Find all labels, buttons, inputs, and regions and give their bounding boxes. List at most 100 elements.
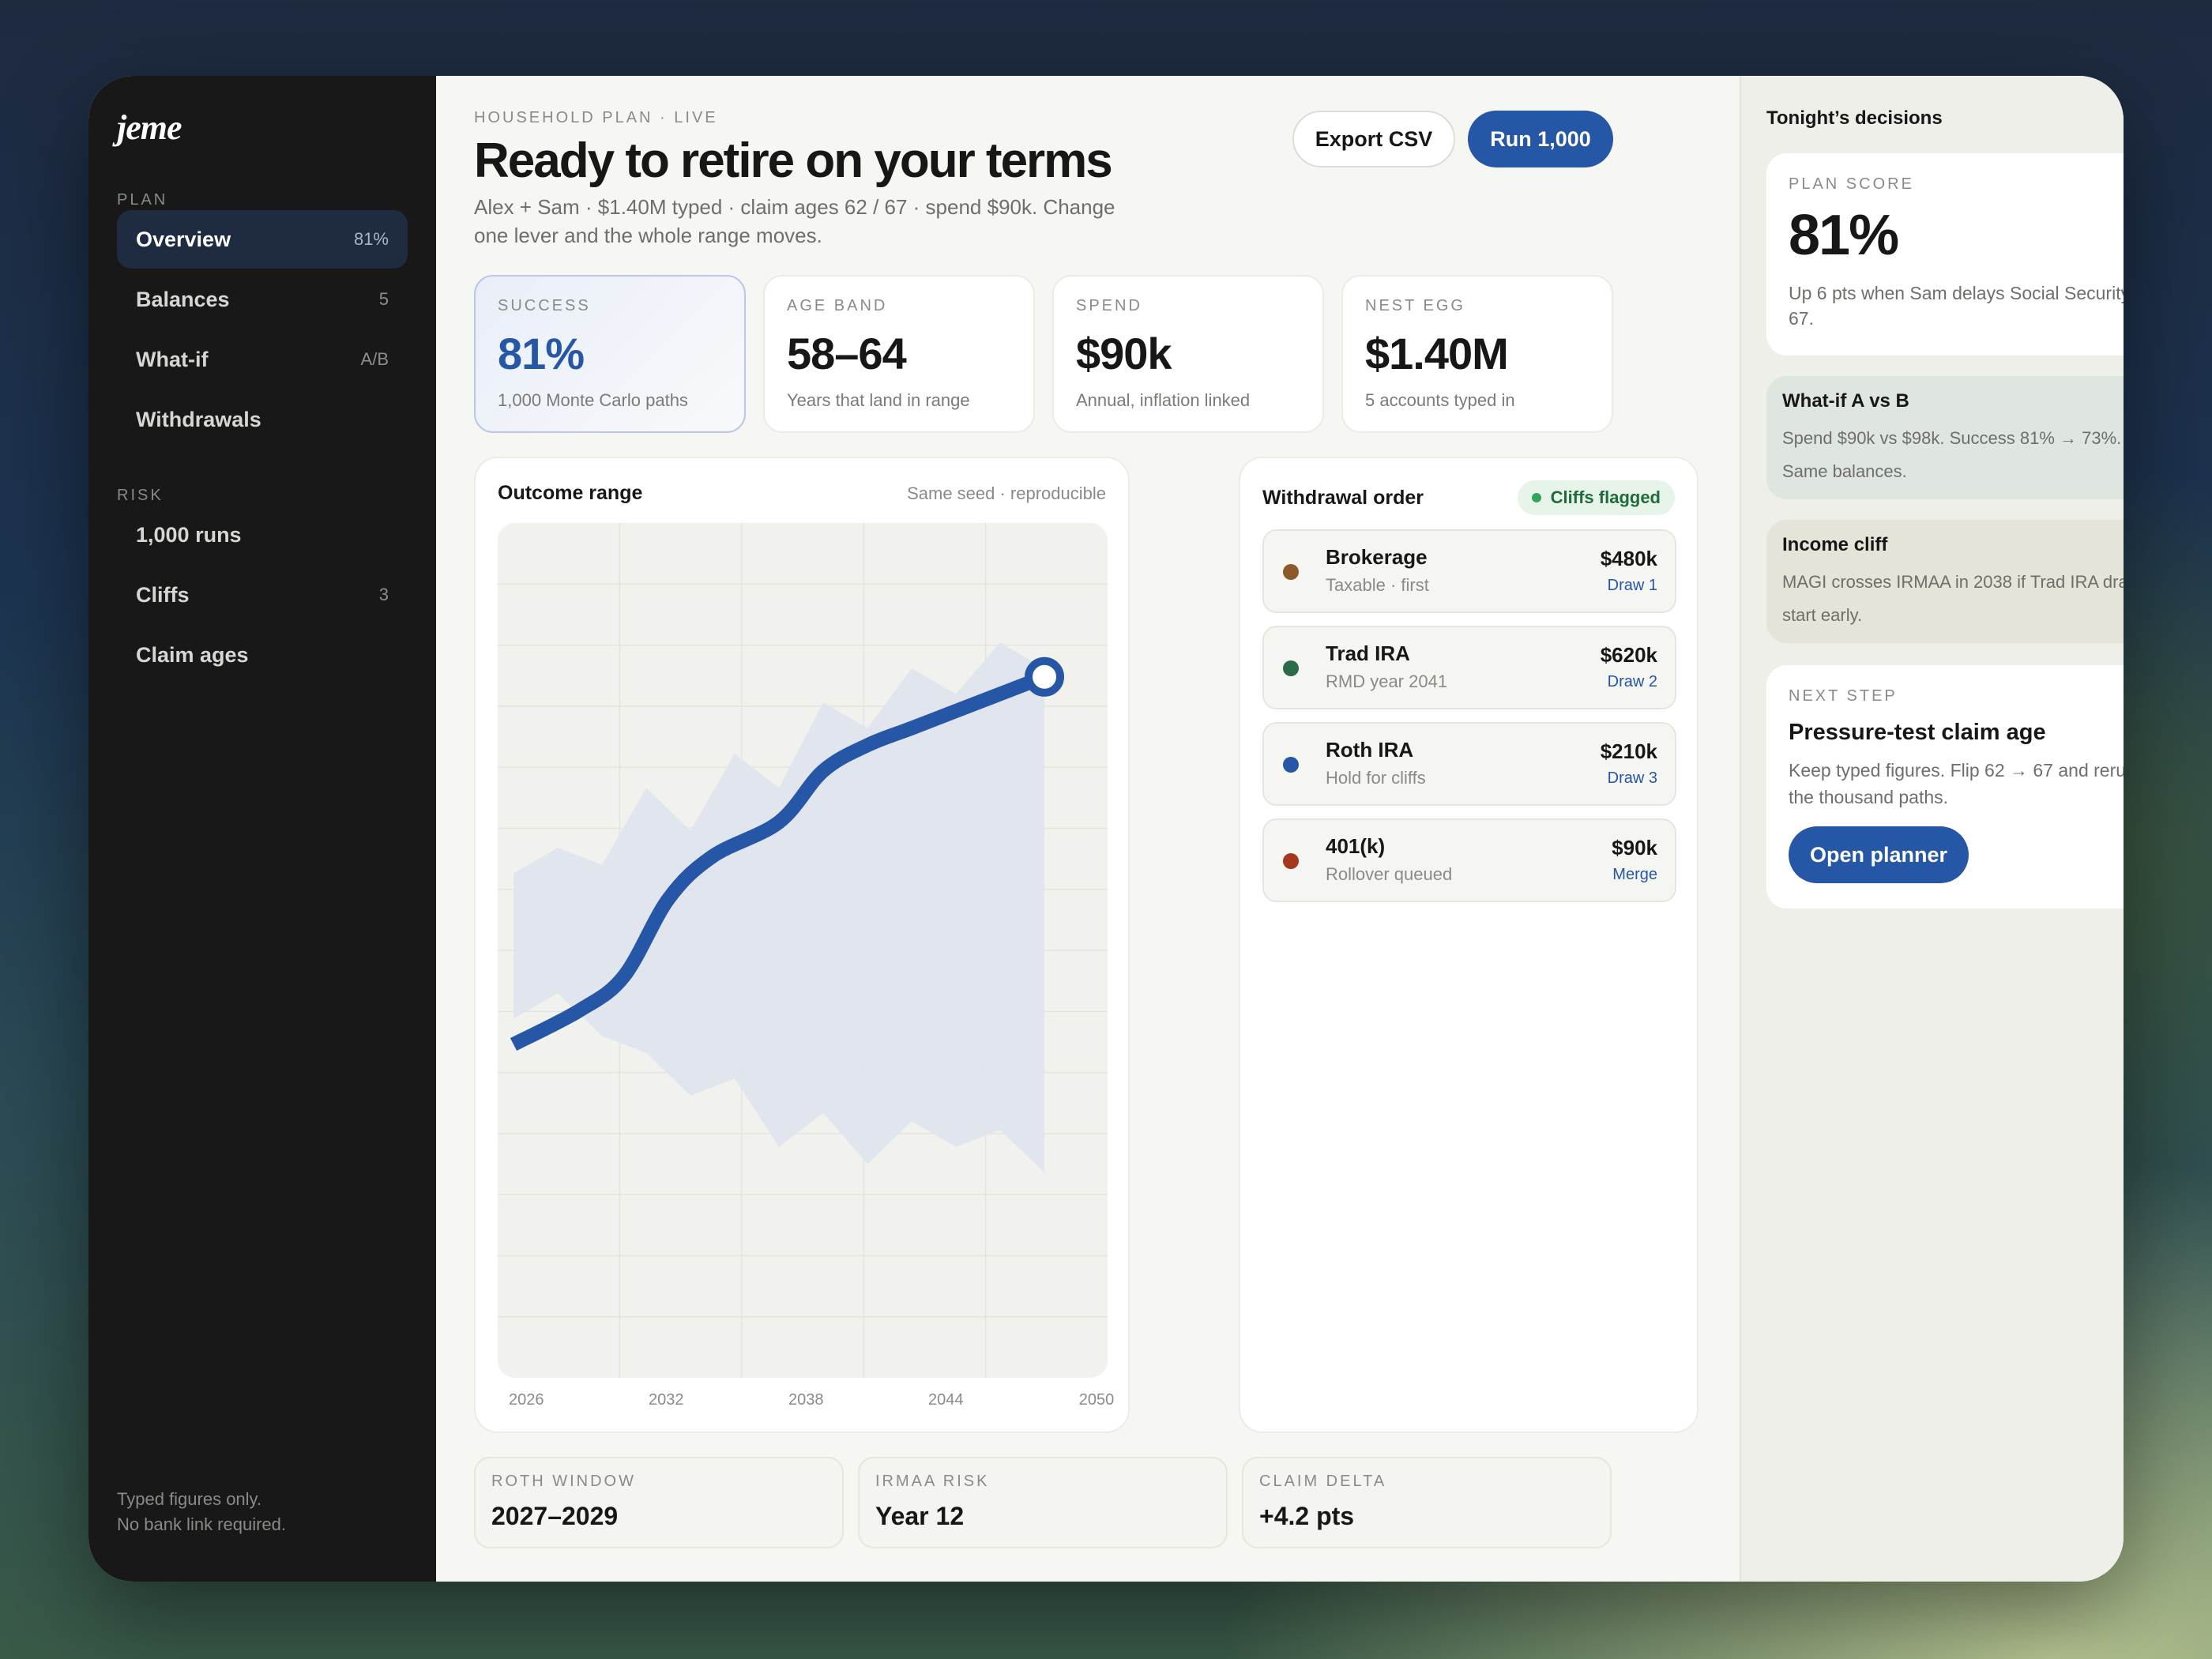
sidebar-item-label: Overview [136, 227, 231, 251]
app-window: jeme PLAN Overview 81% Balances 5 What-i… [88, 76, 2124, 1582]
account-name: Brokerage [1326, 545, 1428, 569]
stat-roth-window: ROTH WINDOW 2027–2029 [474, 1457, 844, 1548]
stat-label: ROTH WINDOW [491, 1473, 636, 1490]
sidebar-item-claim-ages[interactable]: Claim ages [117, 626, 408, 684]
account-detail: Rollover queued [1326, 864, 1453, 884]
kpi-value: 58–64 [787, 329, 907, 378]
account-detail: RMD year 2041 [1326, 672, 1448, 691]
account-name: 401(k) [1326, 834, 1386, 858]
card-text: Spend $90k vs $98k. Success 81% → 73%. S… [1782, 428, 2122, 481]
sidebar-item-label: Withdrawals [136, 407, 261, 431]
median-line [510, 670, 1048, 1051]
kpi-label: AGE BAND [787, 297, 888, 314]
withdrawal-row-trad-ira[interactable]: Trad IRA RMD year 2041 $620k Draw 2 [1262, 626, 1676, 709]
kpi-card-spend[interactable]: SPEND $90k Annual, inflation linked [1052, 275, 1324, 433]
run-simulation-button[interactable]: Run 1,000 [1468, 111, 1613, 167]
draw-order: Merge [1612, 866, 1657, 883]
account-amount: $90k [1612, 836, 1657, 860]
account-name: Trad IRA [1326, 641, 1410, 665]
sidebar-item-badge: A/B [360, 349, 389, 369]
kpi-card-success[interactable]: SUCCESS 81% 1,000 Monte Carlo paths [474, 275, 746, 433]
plan-section-label: PLAN [117, 191, 168, 209]
card-heading: What-if A vs B [1782, 390, 1909, 412]
stat-label: IRMAA RISK [875, 1473, 990, 1490]
plan-score-card: PLAN SCORE 81% Up 6 pts when Sam delays … [1766, 153, 2124, 356]
account-amount: $210k [1600, 739, 1657, 763]
risk-section-label: RISK [117, 487, 164, 504]
stat-value: +4.2 pts [1259, 1502, 1355, 1530]
kpi-label: NEST EGG [1365, 297, 1465, 314]
sidebar-item-overview[interactable]: Overview 81% [117, 210, 408, 269]
kpi-label: SPEND [1076, 297, 1142, 314]
what-if-card[interactable]: What-if A vs B Spend $90k vs $98k. Succe… [1766, 376, 2124, 499]
page-subtitle: Alex + Sam · $1.40M typed · claim ages 6… [474, 195, 1115, 247]
sidebar-item-label: Balances [136, 287, 230, 311]
account-dot-icon [1283, 660, 1299, 676]
sidebar-item-what-if[interactable]: What-if A/B [117, 330, 408, 389]
next-step-text: Keep typed figures. Flip 62 → 67 and rer… [1789, 760, 2124, 807]
kpi-value: $90k [1076, 329, 1172, 378]
account-name: Roth IRA [1326, 738, 1414, 762]
stat-value: 2027–2029 [491, 1502, 619, 1530]
withdrawal-row-401k[interactable]: 401(k) Rollover queued $90k Merge [1262, 818, 1676, 902]
logo[interactable]: jeme [117, 108, 182, 147]
decisions-panel: Tonight’s decisions PLAN SCORE 81% Up 6 … [1740, 76, 2124, 1582]
page-eyebrow: HOUSEHOLD PLAN · LIVE [474, 109, 718, 126]
kpi-value: $1.40M [1365, 329, 1509, 378]
kpi-card-age-band[interactable]: AGE BAND 58–64 Years that land in range [763, 275, 1035, 433]
sidebar-footer-line: Typed figures only. [117, 1489, 262, 1509]
score-note: Up 6 pts when Sam delays Social Security… [1789, 283, 2124, 329]
card-title: Withdrawal order [1262, 487, 1424, 509]
kpi-note: Annual, inflation linked [1076, 390, 1251, 410]
score-value: 81% [1789, 204, 1899, 267]
income-cliff-card[interactable]: Income cliff MAGI crosses IRMAA in 2038 … [1766, 520, 2124, 643]
export-csv-button[interactable]: Export CSV [1292, 111, 1455, 167]
account-dot-icon [1283, 757, 1299, 773]
stat-label: CLAIM DELTA [1259, 1473, 1387, 1490]
card-text: MAGI crosses IRMAA in 2038 if Trad IRA d… [1782, 572, 2124, 625]
outcome-band [514, 642, 1044, 1173]
next-step-title: Pressure-test claim age [1789, 720, 2046, 745]
open-planner-button[interactable]: Open planner [1789, 826, 1969, 883]
sidebar-item-badge: 5 [378, 289, 389, 309]
next-step-label: NEXT STEP [1789, 687, 1898, 705]
main-content: HOUSEHOLD PLAN · LIVE Ready to retire on… [436, 76, 1740, 1582]
page-title: Ready to retire on your terms [474, 134, 1113, 188]
sidebar-item-withdrawals[interactable]: Withdrawals [117, 390, 408, 449]
kpi-note: 1,000 Monte Carlo paths [498, 390, 688, 410]
draw-order: Draw 1 [1607, 577, 1657, 594]
draw-order: Draw 3 [1607, 769, 1657, 787]
score-label: PLAN SCORE [1789, 175, 1914, 193]
cliffs-flagged-badge[interactable]: Cliffs flagged [1517, 480, 1675, 515]
median-endpoint-marker[interactable] [1025, 656, 1064, 697]
sidebar-item-label: Claim ages [136, 642, 249, 667]
kpi-label: SUCCESS [498, 297, 591, 314]
stat-irmaa-risk: IRMAA RISK Year 12 [858, 1457, 1228, 1548]
stat-claim-delta: CLAIM DELTA +4.2 pts [1242, 1457, 1612, 1548]
sidebar: jeme PLAN Overview 81% Balances 5 What-i… [88, 76, 436, 1582]
account-dot-icon [1283, 564, 1299, 580]
x-tick-label: 2032 [649, 1391, 684, 1409]
badge-label: Cliffs flagged [1550, 487, 1661, 507]
withdrawal-row-roth-ira[interactable]: Roth IRA Hold for cliffs $210k Draw 3 [1262, 722, 1676, 806]
panel-title: Tonight’s decisions [1766, 107, 1943, 129]
account-amount: $620k [1600, 643, 1657, 667]
sidebar-item-label: 1,000 runs [136, 522, 242, 547]
status-dot-icon [1531, 493, 1541, 502]
withdrawal-row-brokerage[interactable]: Brokerage Taxable · first $480k Draw 1 [1262, 529, 1676, 613]
kpi-note: Years that land in range [787, 390, 970, 410]
kpi-note: 5 accounts typed in [1365, 390, 1515, 410]
outcome-chart: 2026 2032 2038 2044 2050 [498, 523, 1114, 1409]
sidebar-item-runs[interactable]: 1,000 runs [117, 506, 408, 564]
card-title: Outcome range [498, 482, 643, 504]
x-tick-label: 2026 [509, 1391, 544, 1409]
sidebar-item-cliffs[interactable]: Cliffs 3 [117, 566, 408, 624]
sidebar-item-balances[interactable]: Balances 5 [117, 270, 408, 329]
sidebar-item-label: What-if [136, 347, 209, 371]
withdrawal-order-card: Withdrawal order Cliffs flagged Brokerag… [1239, 457, 1698, 1433]
kpi-card-nest-egg[interactable]: NEST EGG $1.40M 5 accounts typed in [1341, 275, 1613, 433]
stat-value: Year 12 [875, 1502, 965, 1530]
x-tick-label: 2044 [928, 1391, 964, 1409]
sidebar-item-label: Cliffs [136, 582, 190, 607]
outcome-range-card: Outcome range Same seed · reproducible 2… [474, 457, 1130, 1433]
